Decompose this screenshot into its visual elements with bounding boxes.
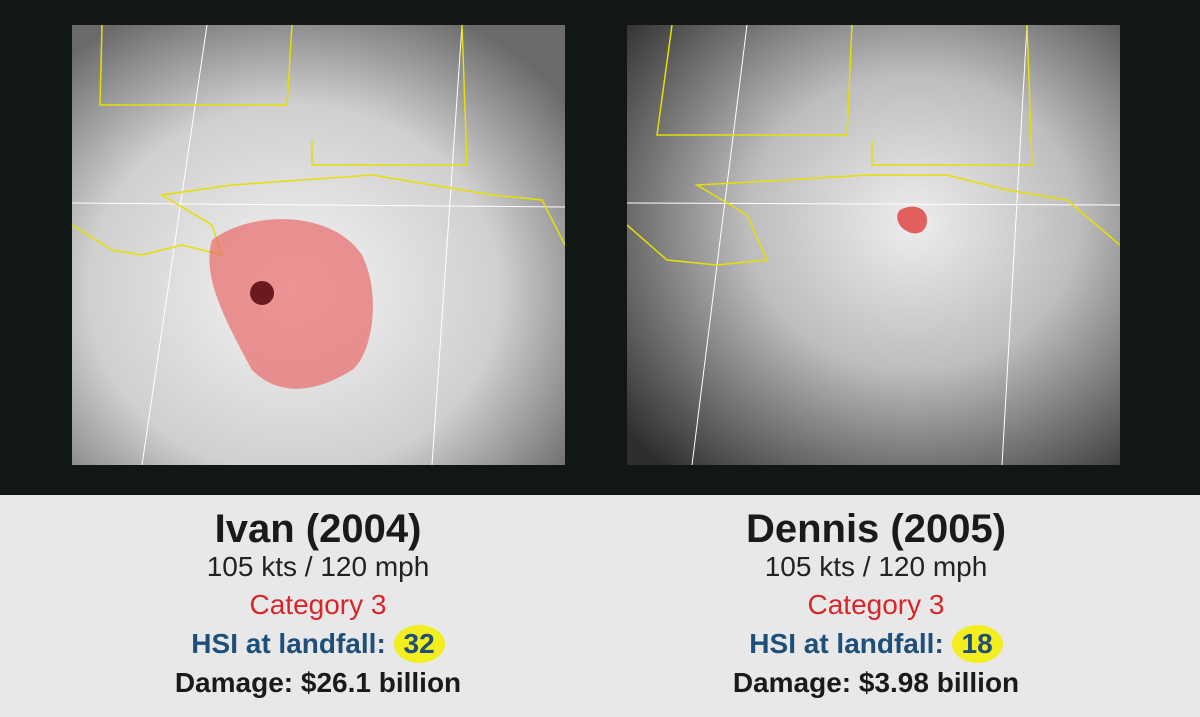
wind-speed: 105 kts / 120 mph (206, 551, 430, 582)
caption: Dennis (2005) 105 kts / 120 mph Category 3… (596, 498, 1156, 702)
storm-title: Dennis (2005) (745, 507, 1007, 551)
satellite-image (72, 25, 565, 465)
satellite-image (627, 25, 1120, 465)
hsi-value: 18 (951, 625, 1003, 663)
damage-line: Damage: $26.1 billion (38, 664, 598, 702)
damage-label: Damage: (174, 667, 294, 698)
hsi-label: HSI at landfall: (191, 628, 386, 659)
image-band (0, 0, 1200, 495)
category: Category 3 (807, 589, 945, 620)
damage-value: $26.1 billion (300, 667, 462, 698)
caption: Ivan (2004) 105 kts / 120 mph Category 3 HS… (38, 498, 598, 702)
damage-label: Damage: (732, 667, 852, 698)
wind-speed: 105 kts / 120 mph (764, 551, 988, 582)
damage-line: Damage: $3.98 billion (596, 664, 1156, 702)
category: Category 3 (249, 589, 387, 620)
hsi-line: HSI at landfall: 32 (38, 624, 598, 664)
hsi-value: 32 (393, 625, 445, 663)
hsi-line: HSI at landfall: 18 (596, 624, 1156, 664)
hsi-label: HSI at landfall: (749, 628, 944, 659)
damage-value: $3.98 billion (858, 667, 1020, 698)
storm-title: Ivan (2004) (214, 507, 422, 551)
